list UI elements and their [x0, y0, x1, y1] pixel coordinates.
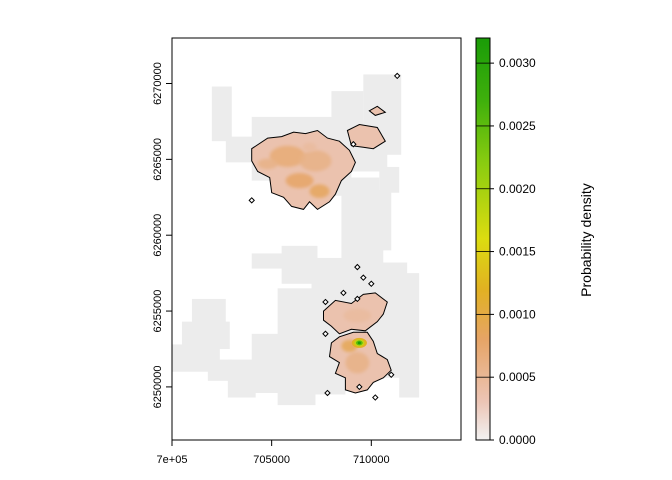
legend-tick-label: 0.0010: [499, 307, 536, 321]
color-legend: 0.0000 0.0005 0.0010 0.0015 0.0020 0.0025 0.00…: [475, 37, 594, 447]
study-area-cell: [191, 298, 226, 327]
x-tick-label: 7e+05: [157, 454, 188, 466]
study-area-cell: [251, 333, 282, 393]
legend-tick-label: 0.0000: [499, 433, 536, 447]
density-contour-spot: [354, 263, 361, 271]
density-blob: [285, 173, 314, 189]
density-blob: [299, 150, 332, 172]
density-contour-spot: [322, 298, 329, 306]
legend-colorbar: [475, 37, 491, 441]
legend-tick-label: 0.0020: [499, 182, 536, 196]
density-blob: [302, 142, 317, 152]
density-contour-spot: [393, 72, 401, 80]
density-contour: [251, 129, 356, 211]
density-contour: [368, 105, 387, 116]
study-area-cell: [227, 359, 256, 398]
density-contour-spot: [354, 295, 361, 303]
legend-tick-label: 0.0030: [499, 56, 536, 70]
legend-tick-label: 0.0005: [499, 370, 536, 384]
study-area-cell: [251, 253, 296, 269]
y-tick-label: 6265000: [152, 138, 164, 181]
legend-tick-label: 0.0015: [499, 245, 536, 259]
y-axis: 6250000 6255000 6260000 6265000 6270000: [152, 62, 172, 408]
density-contour-spot: [340, 289, 347, 297]
study-area-cell: [399, 273, 420, 398]
density-contour-spot: [350, 140, 357, 148]
density-contour-spot: [356, 383, 363, 391]
y-tick-label: 6270000: [152, 62, 164, 105]
density-contour: [323, 292, 388, 335]
y-tick-label: 6250000: [152, 365, 164, 408]
y-tick-label: 6255000: [152, 290, 164, 333]
x-axis: 7e+05 705000 710000: [157, 440, 390, 466]
legend-ticks: 0.0000 0.0005 0.0010 0.0015 0.0020 0.0025 0.00…: [476, 56, 536, 447]
density-blob: [269, 145, 306, 167]
density-contour: [328, 331, 392, 394]
density-blob: [345, 352, 370, 374]
density-patch: [251, 130, 356, 210]
density-hotspot: [357, 341, 361, 345]
study-area-cell: [211, 86, 232, 142]
study-area-cell: [225, 136, 256, 163]
map-layer: [172, 74, 420, 406]
legend-title: Probability density: [578, 183, 594, 297]
density-contour-spot: [387, 371, 395, 379]
x-tick-label: 705000: [253, 454, 290, 466]
density-blob: [343, 308, 372, 323]
density-contour-spot: [360, 274, 367, 281]
study-area-cell: [379, 166, 400, 193]
legend-tick-label: 0.0025: [499, 119, 536, 133]
density-contour-spot: [324, 389, 331, 397]
study-area-cell: [172, 352, 188, 366]
density-contour-spot: [368, 280, 375, 288]
density-contour-spot: [248, 197, 255, 204]
contour-layer: [248, 72, 401, 401]
density-contour-spot: [372, 394, 379, 401]
density-contour-spot: [322, 330, 329, 338]
y-tick-label: 6260000: [152, 214, 164, 257]
density-patch: [347, 124, 386, 149]
plot-frame: [171, 37, 462, 441]
x-tick-label: 710000: [353, 454, 390, 466]
density-blob: [309, 184, 330, 199]
study-area-cell: [277, 288, 316, 406]
density-blob: [257, 158, 278, 170]
